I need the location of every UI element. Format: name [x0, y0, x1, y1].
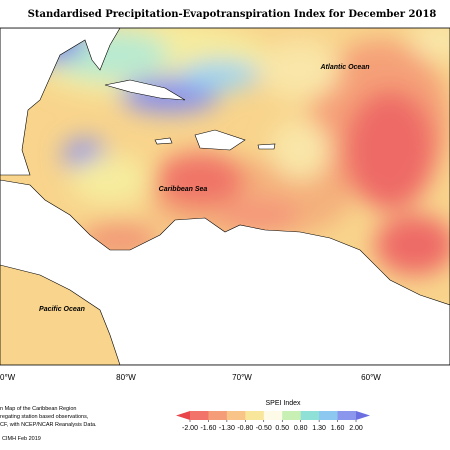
longitude-label: 0°W	[0, 373, 16, 382]
central-south-america	[0, 179, 450, 365]
longitude-label: 80°W	[116, 373, 136, 382]
legend-title: SPEI Index	[265, 400, 301, 407]
colorbar-tick-label: -1.30	[219, 425, 235, 432]
puerto-rico	[257, 143, 276, 150]
colorbar-tick-label: 1.30	[312, 425, 326, 432]
colorbar-tick-label: 0.80	[294, 425, 308, 432]
colorbar-tick-label: 1.60	[331, 425, 345, 432]
colorbar-segment	[245, 411, 265, 420]
north-america	[0, 28, 121, 176]
ocean-label: Pacific Ocean	[39, 306, 85, 313]
colorbar-tick-label: -0.50	[256, 425, 272, 432]
jamaica	[154, 137, 173, 145]
colorbar-tick-label: -2.00	[182, 425, 198, 432]
map-area: Atlantic Ocean Caribbean Sea Pacific Oce…	[0, 28, 450, 365]
colorbar-tick-label: -1.60	[200, 425, 216, 432]
cuba	[104, 79, 186, 101]
legend: -2.00 -1.60 -1.30 -0.80 -0.50 0.50 0.80 1.30 1.6…	[176, 411, 370, 432]
colorbar-segment	[263, 411, 283, 420]
colorbar-segment	[337, 411, 357, 420]
colorbar-segment	[226, 411, 246, 420]
colorbar-tick-label: -0.80	[237, 425, 253, 432]
colorbar-segment	[282, 411, 302, 420]
colorbar-segment	[190, 411, 209, 420]
ocean-label: Atlantic Ocean	[319, 64, 369, 71]
sea-label: Caribbean Sea	[159, 186, 208, 193]
longitude-label: 70°W	[232, 373, 252, 382]
map-title: Standardised Precipitation-Evapotranspir…	[28, 9, 437, 20]
colorbar-segment	[319, 411, 339, 420]
longitude-label: 60°W	[361, 373, 381, 382]
hispaniola	[194, 129, 246, 151]
colorbar-tick-label: 2.00	[349, 425, 363, 432]
note: CF, with NCEP/NCAR Reanalysis Data.	[0, 422, 97, 428]
note: regating station based observations,	[0, 414, 89, 420]
colorbar-segment	[208, 411, 228, 420]
note: CIMH Feb 2019	[2, 436, 41, 442]
colorbar-tick-label: 0.50	[275, 425, 289, 432]
map-frame	[0, 27, 450, 366]
colorbar-end	[176, 411, 190, 420]
colorbar-segment	[300, 411, 320, 420]
colorbar-end	[356, 411, 370, 420]
note: n Map of the Caribbean Region	[0, 406, 76, 412]
